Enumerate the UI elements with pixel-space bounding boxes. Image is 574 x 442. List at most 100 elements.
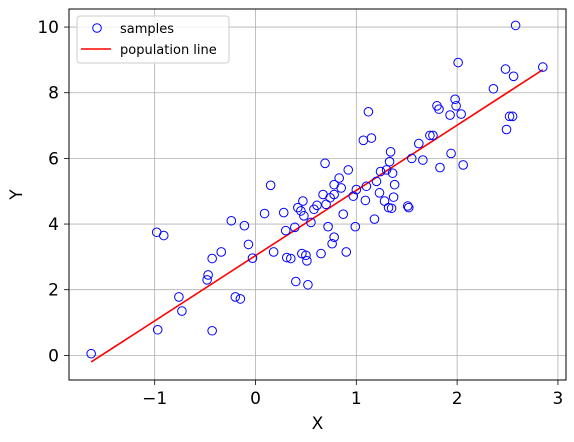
legend-label-population-line: population line xyxy=(120,43,217,58)
sample-point xyxy=(226,215,237,226)
sample-point xyxy=(297,248,307,259)
sample-point xyxy=(259,208,270,219)
sample-point xyxy=(303,279,313,290)
sample-point xyxy=(265,180,276,191)
sample-point xyxy=(508,71,519,82)
sample-point xyxy=(281,252,292,263)
sample-point xyxy=(216,247,227,257)
sample-point xyxy=(386,203,397,214)
sample-point xyxy=(329,189,339,200)
sample-point xyxy=(418,155,428,165)
sample-point xyxy=(338,209,349,219)
sample-point xyxy=(207,253,217,264)
y-tick-label: 6 xyxy=(48,149,59,169)
population-line xyxy=(90,69,544,363)
sample-point xyxy=(375,166,386,177)
sample-point xyxy=(177,306,187,316)
sample-point xyxy=(321,199,331,210)
sample-point xyxy=(86,348,96,359)
sample-point xyxy=(450,94,460,105)
sample-point xyxy=(298,196,308,206)
sample-point xyxy=(290,222,300,233)
sample-point xyxy=(369,214,380,224)
sample-point xyxy=(239,220,250,231)
sample-points xyxy=(86,20,548,359)
sample-point xyxy=(306,217,316,228)
sample-point xyxy=(203,270,213,280)
sample-point xyxy=(384,156,395,167)
sample-point xyxy=(247,253,258,263)
sample-point xyxy=(403,202,414,213)
y-tick-label: 4 xyxy=(48,215,59,235)
sample-point xyxy=(350,221,361,232)
axis-ticks: −1 0 1 2 3 0 2 4 6 8 10 xyxy=(37,18,563,409)
sample-point xyxy=(334,173,344,183)
sample-point xyxy=(388,192,399,202)
sample-point xyxy=(243,239,254,250)
sample-point xyxy=(453,57,463,68)
sample-point xyxy=(323,221,333,232)
sample-point xyxy=(301,250,311,261)
sample-point xyxy=(445,110,455,120)
sample-point xyxy=(202,275,212,285)
plot-frame xyxy=(68,8,567,381)
sample-point xyxy=(425,130,435,141)
sample-point xyxy=(501,124,512,135)
sample-point xyxy=(507,111,518,122)
x-tick-label: 3 xyxy=(553,389,564,409)
grid-lines xyxy=(69,9,566,380)
sample-point xyxy=(538,62,548,72)
sample-point xyxy=(456,109,466,119)
sample-point xyxy=(361,181,372,192)
sample-point xyxy=(348,191,359,201)
sample-point xyxy=(312,200,322,211)
legend: samples population line xyxy=(76,15,230,64)
y-tick-label: 10 xyxy=(37,18,59,38)
sample-point xyxy=(278,207,289,218)
sample-point xyxy=(446,148,456,159)
y-tick-label: 2 xyxy=(48,281,59,301)
sample-point xyxy=(360,195,371,206)
legend-label-samples: samples xyxy=(120,22,174,37)
sample-point xyxy=(291,276,301,287)
sample-point xyxy=(285,253,296,264)
sample-point xyxy=(293,202,303,213)
sample-point xyxy=(235,294,246,304)
population-line-layer xyxy=(90,69,544,363)
sample-point xyxy=(268,247,279,257)
sample-point xyxy=(351,184,362,195)
x-tick-label: 1 xyxy=(351,389,362,409)
sample-point xyxy=(381,165,392,175)
x-tick-label: 2 xyxy=(452,389,463,409)
sample-point xyxy=(296,206,306,216)
x-tick-label: 0 xyxy=(250,389,261,409)
legend-box xyxy=(76,15,230,64)
sample-point xyxy=(366,133,377,143)
x-axis-label: X xyxy=(312,414,324,434)
sample-point xyxy=(504,111,515,122)
sample-point xyxy=(341,247,352,257)
sample-point xyxy=(343,165,354,175)
sample-point xyxy=(434,104,444,114)
sample-point xyxy=(280,225,291,236)
y-axis-label: Y xyxy=(7,189,27,201)
sample-point xyxy=(510,20,521,31)
sample-point xyxy=(358,135,369,146)
sample-point xyxy=(302,256,312,266)
y-tick-label: 8 xyxy=(48,84,59,104)
sample-point xyxy=(432,101,442,111)
sample-point xyxy=(327,238,337,249)
sample-point xyxy=(435,162,445,173)
sample-point xyxy=(389,179,400,190)
sample-point xyxy=(371,176,382,187)
sample-point xyxy=(152,324,163,335)
sample-point xyxy=(451,101,461,111)
sample-point xyxy=(174,292,184,302)
sample-point xyxy=(488,83,499,94)
sample-point xyxy=(158,230,169,241)
sample-point xyxy=(385,147,396,157)
sample-point xyxy=(428,130,438,141)
sample-point xyxy=(406,153,417,164)
y-tick-label: 0 xyxy=(48,346,59,366)
